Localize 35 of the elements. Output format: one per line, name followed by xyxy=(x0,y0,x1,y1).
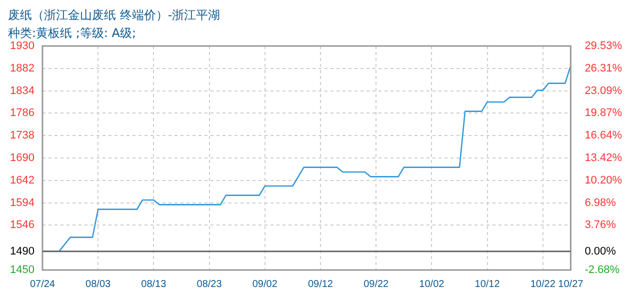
y2-tick-label: 29.53% xyxy=(584,40,622,52)
y-tick-label: 1450 xyxy=(10,264,34,276)
y2-tick-label: 13.42% xyxy=(584,152,622,164)
y2-tick-label: 23.09% xyxy=(584,84,622,97)
y2-tick-label: 0.00% xyxy=(584,245,616,258)
x-tick-label: 08/13 xyxy=(141,278,167,290)
y2-tick-label: 19.87% xyxy=(584,107,622,120)
x-tick-label: 07/24 xyxy=(30,278,56,290)
x-tick-label: 10/22 xyxy=(530,278,556,290)
y-tick-label: 1546 xyxy=(10,219,34,232)
y2-tick-label: -2.68% xyxy=(584,264,620,276)
y-tick-label: 1642 xyxy=(10,174,34,186)
x-tick-label: 10/02 xyxy=(419,278,445,290)
chart-title: 废纸（浙江金山废纸 终端价）-浙江平湖 xyxy=(8,7,220,24)
chart-subtitle: 种类:黄板纸 ;等级: A级; xyxy=(8,25,136,41)
y2-tick-label: 10.20% xyxy=(584,174,622,186)
y2-tick-label: 16.64% xyxy=(584,130,622,142)
y-tick-label: 1930 xyxy=(10,40,34,52)
y2-tick-label: 3.76% xyxy=(584,219,616,232)
y-tick-label: 1690 xyxy=(10,152,34,164)
y-tick-label: 1490 xyxy=(10,245,34,258)
y-tick-label: 1738 xyxy=(10,130,34,142)
y2-tick-label: 6.98% xyxy=(584,196,616,209)
y2-tick-label: 26.31% xyxy=(584,62,622,74)
y-tick-label: 1882 xyxy=(10,62,34,74)
x-tick-label: 09/22 xyxy=(364,278,390,290)
x-tick-label: 10/12 xyxy=(474,278,500,290)
y-tick-label: 1786 xyxy=(10,107,34,120)
y-tick-label: 1834 xyxy=(10,84,34,97)
y-tick-label: 1594 xyxy=(10,196,34,209)
x-tick-label: 09/12 xyxy=(308,278,334,290)
x-tick-label: 10/27 xyxy=(558,278,584,290)
x-tick-label: 08/03 xyxy=(86,278,112,290)
x-tick-label: 09/02 xyxy=(252,278,278,290)
x-tick-label: 08/23 xyxy=(196,278,222,290)
